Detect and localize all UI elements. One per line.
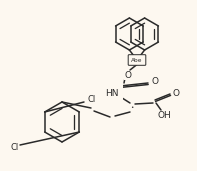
Text: Cl: Cl: [88, 95, 96, 103]
Text: OH: OH: [157, 110, 171, 120]
Text: •: •: [130, 104, 134, 109]
Text: Abe: Abe: [131, 57, 143, 62]
FancyBboxPatch shape: [128, 55, 146, 65]
Text: Cl: Cl: [10, 143, 18, 153]
Text: O: O: [125, 70, 132, 80]
Text: O: O: [173, 89, 180, 97]
Text: O: O: [152, 77, 159, 87]
Text: HN: HN: [105, 89, 119, 97]
